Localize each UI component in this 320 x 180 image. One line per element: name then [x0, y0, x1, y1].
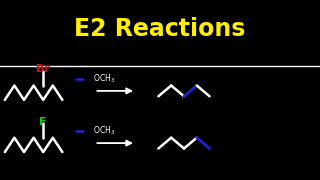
Text: OCH$_3$: OCH$_3$ — [93, 125, 115, 137]
Text: Br: Br — [36, 64, 50, 74]
Text: E2 Reactions: E2 Reactions — [74, 17, 246, 41]
Text: F: F — [39, 117, 47, 127]
Text: OCH$_3$: OCH$_3$ — [93, 73, 115, 86]
